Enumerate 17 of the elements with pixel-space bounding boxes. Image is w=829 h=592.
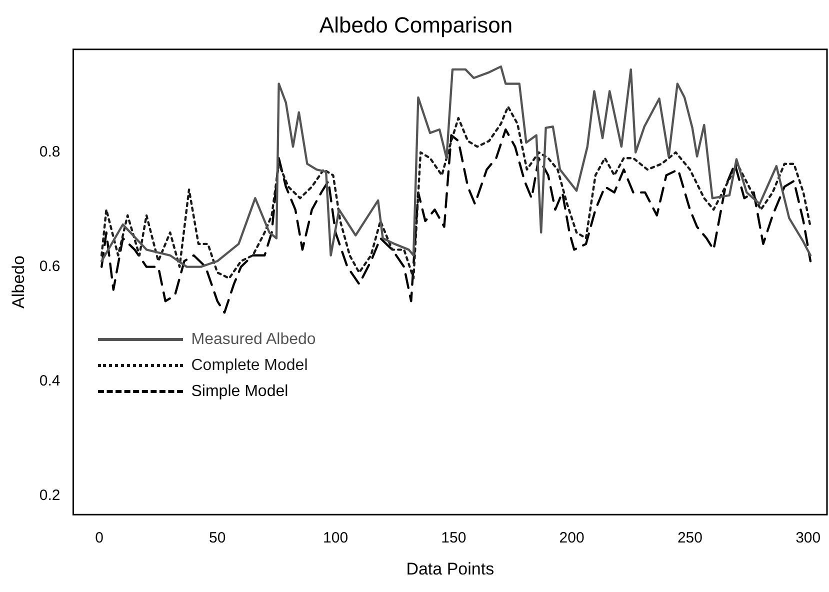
y-axis-title: Albedo — [8, 256, 28, 308]
text: Simple Model — [191, 382, 288, 401]
x-tick-label: 200 — [559, 530, 584, 547]
x-tick-label: 100 — [323, 530, 348, 547]
x-tick-label: 50 — [209, 530, 226, 547]
chart-title: Albedo Comparison — [319, 12, 513, 38]
x-tick-label: 150 — [441, 530, 466, 547]
y-tick-label: 0.8 — [39, 144, 60, 161]
x-axis-title: Data Points — [406, 559, 494, 578]
y-tick-label: 0.6 — [39, 258, 60, 275]
x-tick-label: 300 — [796, 530, 821, 547]
y-tick-label: 0.2 — [39, 486, 60, 504]
text: Complete Model — [191, 356, 308, 375]
y-tick-label: 0.4 — [39, 372, 60, 390]
text: Measured Albedo — [191, 330, 316, 349]
x-tick-label: 250 — [677, 530, 702, 547]
x-tick-label: 0 — [95, 530, 104, 547]
